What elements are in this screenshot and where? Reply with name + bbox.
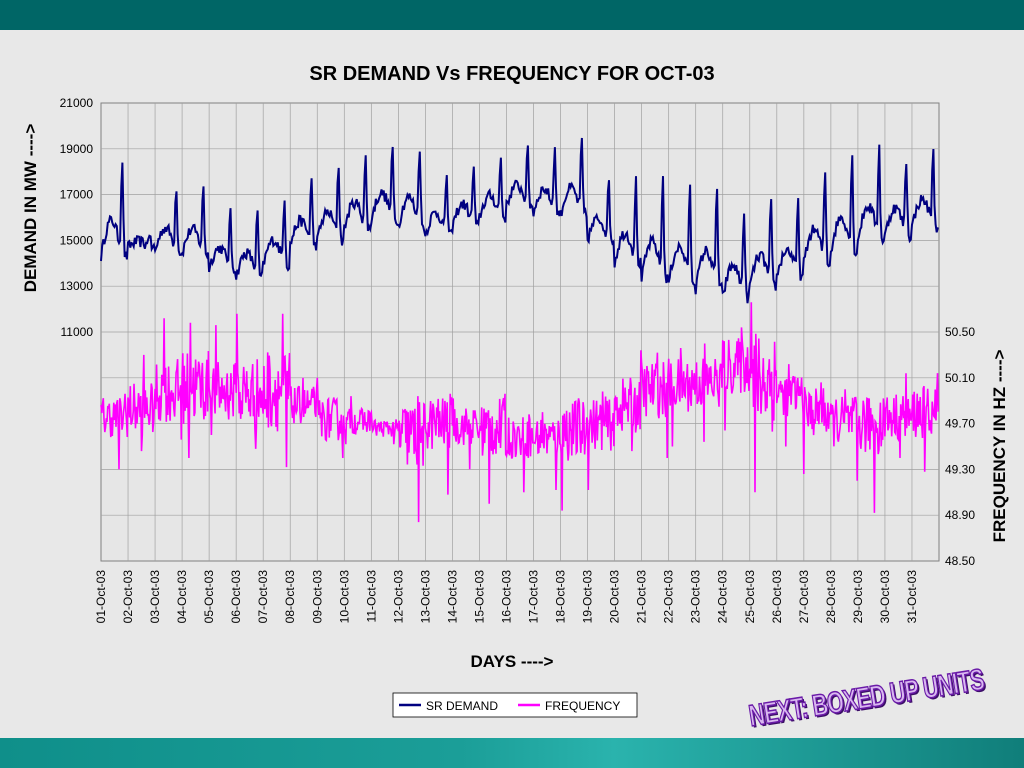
x-tick-label: 19-Oct-03 xyxy=(581,570,595,624)
plot-area: 21000 19000 17000 15000 13000 11000 50.50 50.10… xyxy=(60,96,976,623)
x-tick-label: 01-Oct-03 xyxy=(94,570,108,624)
top-band xyxy=(0,0,1024,30)
x-tick-label: 05-Oct-03 xyxy=(202,570,216,624)
x-tick-label: 30-Oct-03 xyxy=(878,570,892,624)
x-tick-label: 29-Oct-03 xyxy=(851,570,865,624)
x-tick-label: 17-Oct-03 xyxy=(527,570,541,624)
y-axis-title-left: DEMAND IN MW ----> xyxy=(21,124,40,293)
y-tick-label-right: 50.50 xyxy=(945,325,975,339)
x-tick-label: 10-Oct-03 xyxy=(337,570,351,624)
x-tick-label: 11-Oct-03 xyxy=(364,570,378,623)
x-axis-title: DAYS ----> xyxy=(471,652,554,671)
y-tick-label-left: 13000 xyxy=(60,279,94,293)
x-tick-label: 24-Oct-03 xyxy=(716,570,730,624)
y-tick-label-right: 49.30 xyxy=(945,462,975,476)
x-tick-label: 07-Oct-03 xyxy=(256,570,270,624)
x-tick-label: 25-Oct-03 xyxy=(743,570,757,624)
y-tick-label-left: 11000 xyxy=(61,325,94,339)
legend: SR DEMAND FREQUENCY xyxy=(392,692,638,718)
x-tick-label: 16-Oct-03 xyxy=(499,570,513,624)
y-tick-label-right: 49.70 xyxy=(945,417,975,431)
legend-label-demand: SR DEMAND xyxy=(426,699,498,713)
x-tick-label: 20-Oct-03 xyxy=(608,570,622,624)
x-tick-label: 23-Oct-03 xyxy=(689,570,703,624)
x-tick-label: 03-Oct-03 xyxy=(148,570,162,624)
x-tick-label: 26-Oct-03 xyxy=(770,570,784,624)
x-tick-label: 04-Oct-03 xyxy=(175,570,189,624)
x-tick-label: 02-Oct-03 xyxy=(121,570,135,624)
legend-box xyxy=(392,692,638,718)
x-tick-label: 18-Oct-03 xyxy=(554,570,568,624)
y-tick-label-right: 48.90 xyxy=(945,508,975,522)
x-tick-label: 21-Oct-03 xyxy=(635,570,649,624)
x-tick-label: 06-Oct-03 xyxy=(229,570,243,624)
legend-label-frequency: FREQUENCY xyxy=(545,699,620,713)
y-tick-label-left: 21000 xyxy=(60,96,94,110)
series-line-frequency xyxy=(100,302,939,523)
y-tick-label-right: 50.10 xyxy=(945,371,975,385)
x-tick-label: 14-Oct-03 xyxy=(445,570,459,624)
x-tick-label: 15-Oct-03 xyxy=(472,570,486,624)
x-tick-label: 22-Oct-03 xyxy=(662,570,676,624)
x-tick-label: 12-Oct-03 xyxy=(391,570,405,624)
y-tick-label-left: 15000 xyxy=(60,233,94,247)
series-line-demand xyxy=(100,137,939,304)
y-tick-label-left: 17000 xyxy=(60,188,94,202)
x-tick-label: 28-Oct-03 xyxy=(824,570,838,624)
chart-title: SR DEMAND Vs FREQUENCY FOR OCT-03 xyxy=(309,63,714,85)
x-tick-label: 09-Oct-03 xyxy=(310,570,324,624)
y-axis-title-right: FREQUENCY IN HZ ----> xyxy=(990,350,1009,543)
x-tick-label: 27-Oct-03 xyxy=(797,570,811,624)
bottom-band xyxy=(0,738,1024,768)
x-tick-label: 08-Oct-03 xyxy=(283,570,297,624)
chart: SR DEMAND Vs FREQUENCY FOR OCT-03 21000 1… xyxy=(21,63,1009,718)
y-tick-label-right: 48.50 xyxy=(945,554,975,568)
y-tick-label-left: 19000 xyxy=(60,142,94,156)
x-tick-label: 31-Oct-03 xyxy=(905,570,919,624)
x-tick-label: 13-Oct-03 xyxy=(418,570,432,624)
